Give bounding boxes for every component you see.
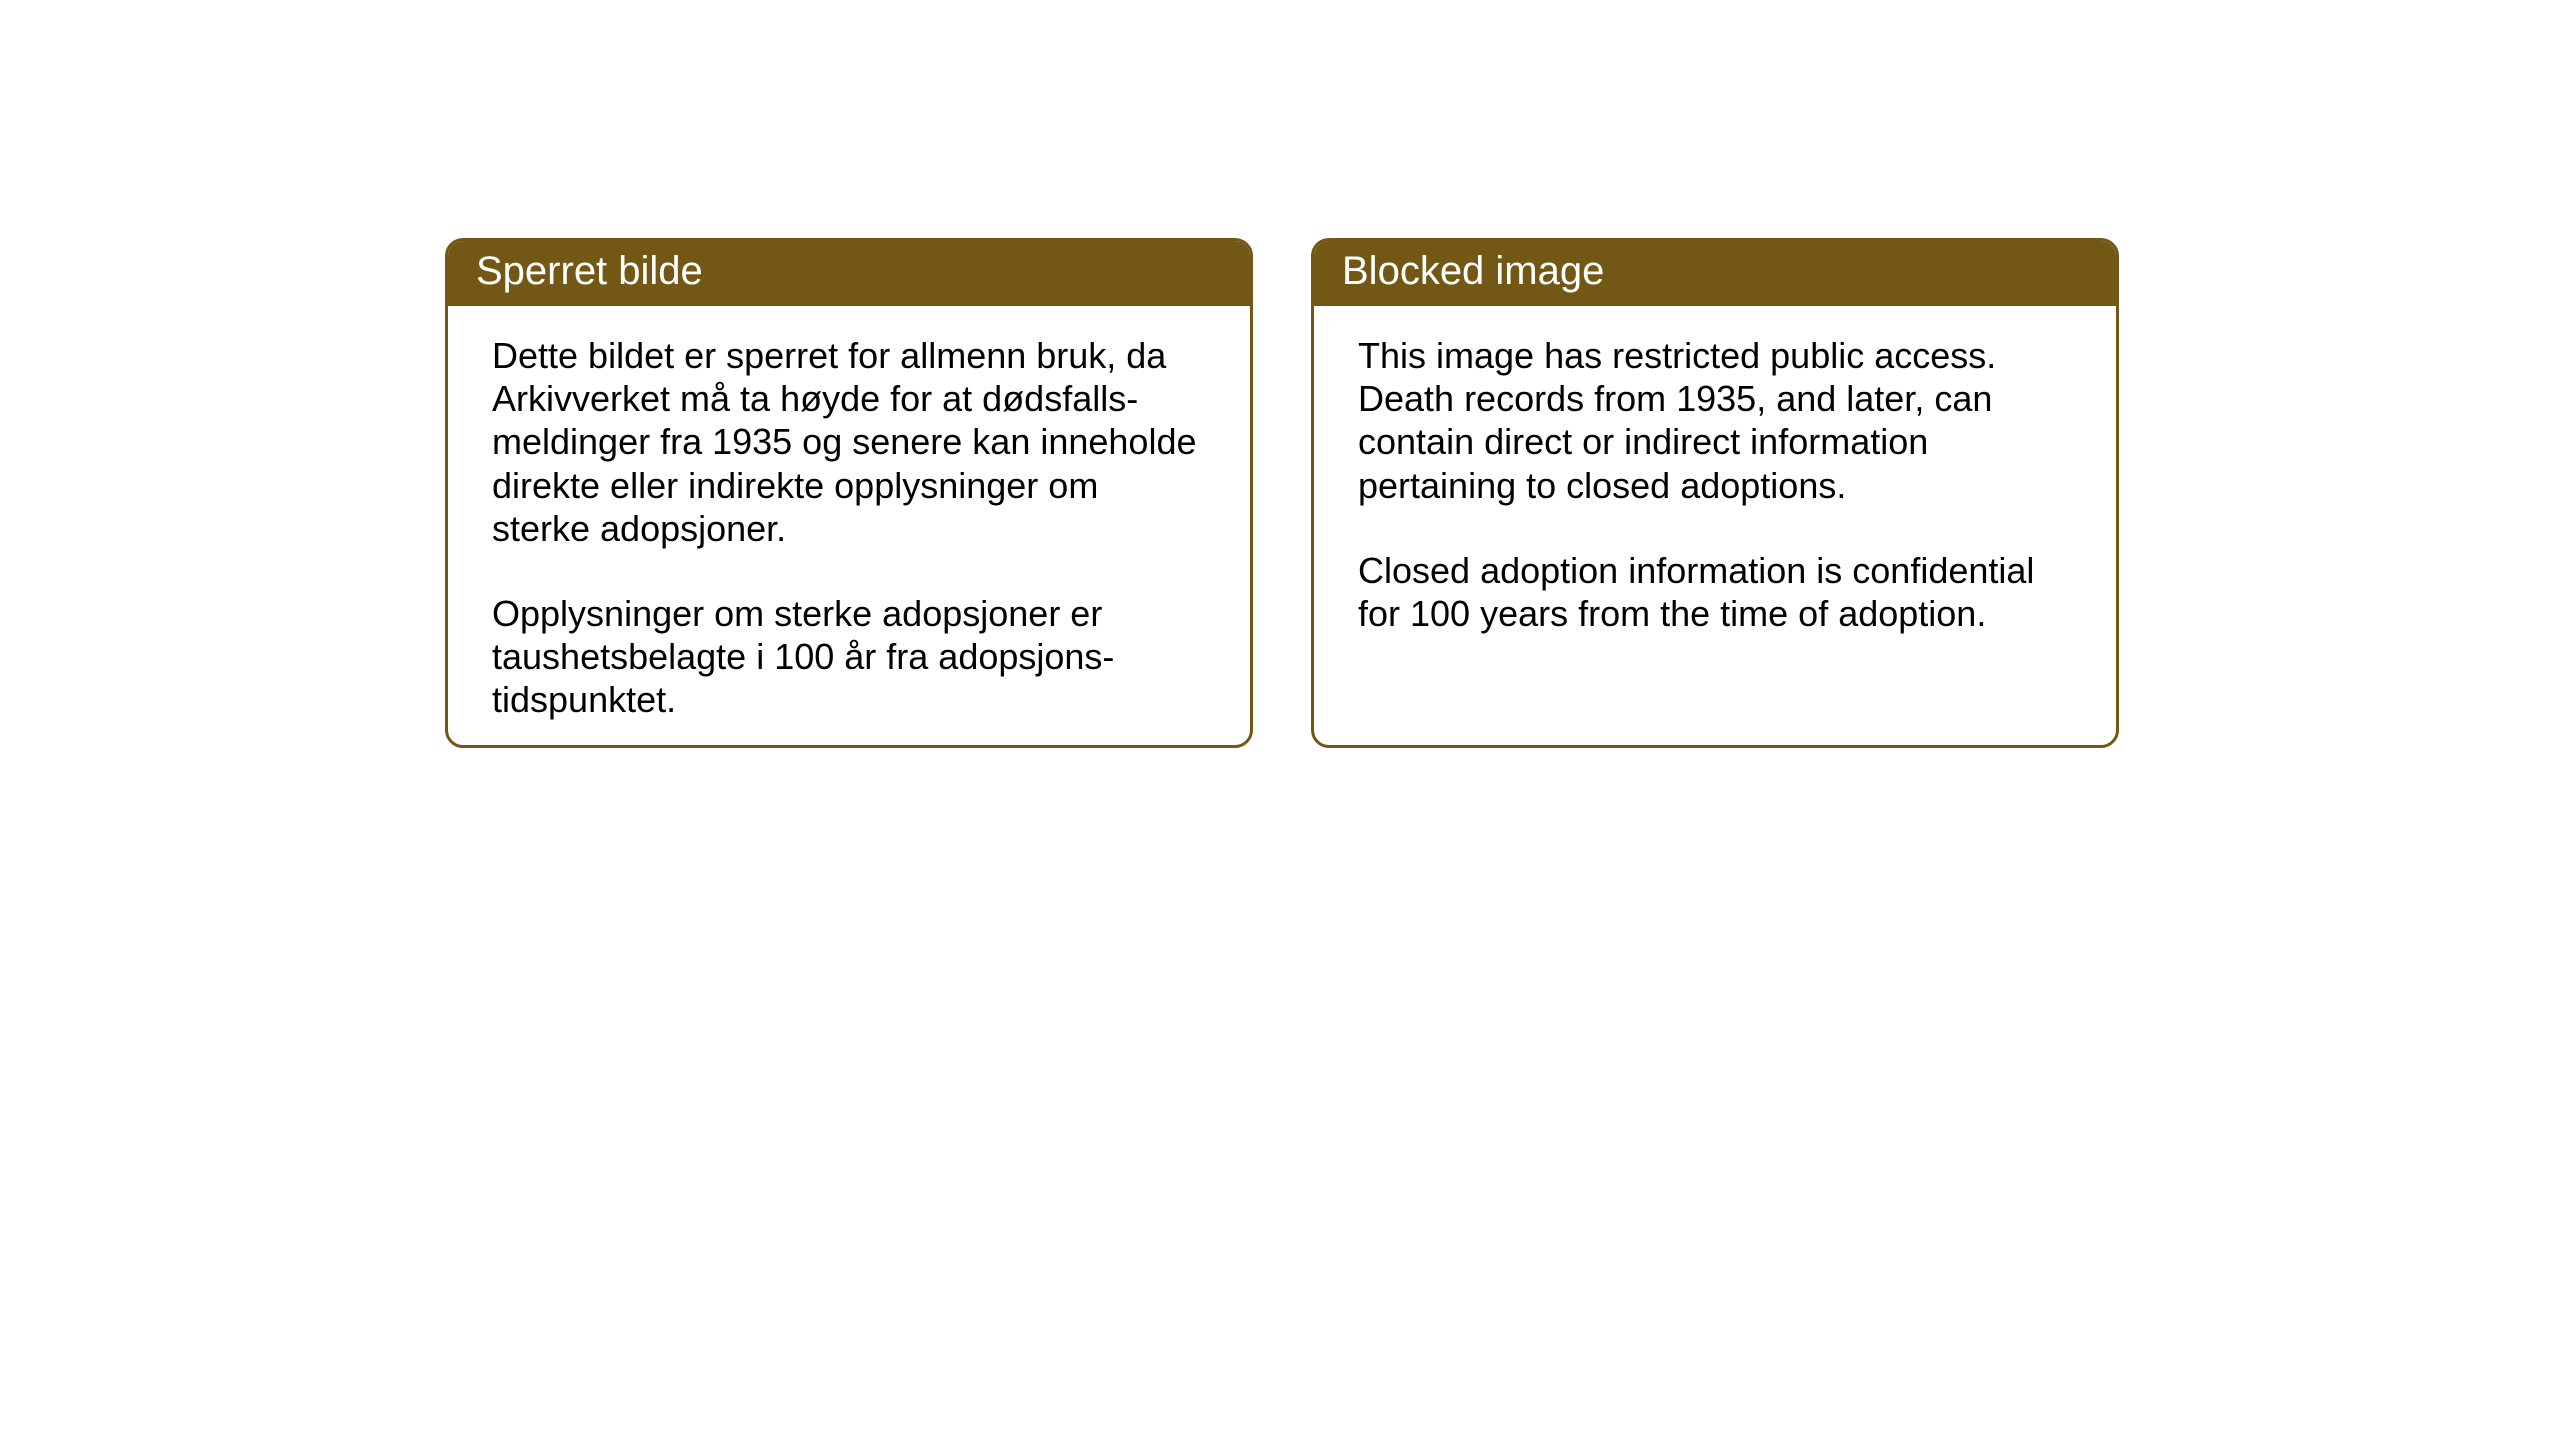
notice-container: Sperret bilde Dette bildet er sperret fo… [445, 238, 2119, 748]
notice-card-english: Blocked image This image has restricted … [1311, 238, 2119, 748]
card-body-english: This image has restricted public access.… [1314, 306, 2116, 663]
card-paragraph-2-english: Closed adoption information is confident… [1358, 549, 2072, 635]
card-paragraph-1-english: This image has restricted public access.… [1358, 334, 2072, 507]
notice-card-norwegian: Sperret bilde Dette bildet er sperret fo… [445, 238, 1253, 748]
card-title-norwegian: Sperret bilde [476, 249, 703, 293]
card-title-english: Blocked image [1342, 249, 1604, 293]
card-paragraph-1-norwegian: Dette bildet er sperret for allmenn bruk… [492, 334, 1206, 550]
card-body-norwegian: Dette bildet er sperret for allmenn bruk… [448, 306, 1250, 748]
card-paragraph-2-norwegian: Opplysninger om sterke adopsjoner er tau… [492, 592, 1206, 722]
card-header-norwegian: Sperret bilde [448, 241, 1250, 306]
card-header-english: Blocked image [1314, 241, 2116, 306]
